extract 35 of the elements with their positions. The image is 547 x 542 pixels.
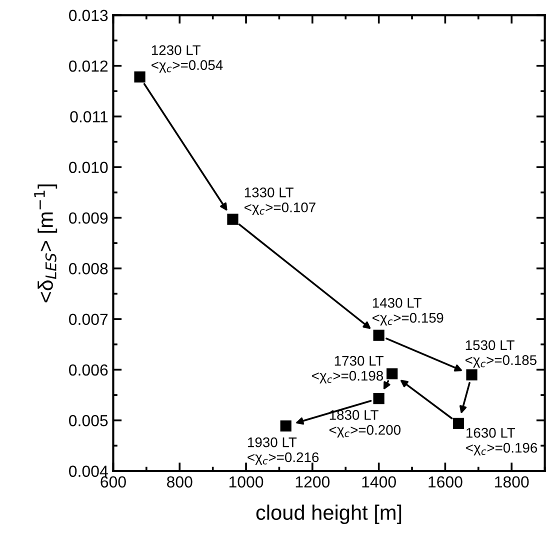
- x-tick-label: 800: [166, 476, 192, 488]
- x-tick-label: 1800: [495, 476, 529, 488]
- x-axis-title: cloud height [m]: [256, 504, 402, 524]
- y-tick-label: 0.006: [69, 364, 108, 376]
- point: [466, 369, 478, 380]
- annotation: 1530 LT <χ$_{c}$>=0.185: [466, 340, 536, 368]
- y-tick-label: 0.012: [69, 60, 108, 72]
- annotation: 1330 LT <χ$_{c}$>=0.107: [244, 188, 316, 216]
- y-tick-label: 0.010: [69, 162, 108, 174]
- annotation: 1730 LT <χ$_{c}$>=0.198: [312, 356, 384, 384]
- annotation: 1430 LT <χ$_{c}$>=0.159: [372, 298, 444, 326]
- y-tick-label: 0.008: [69, 263, 108, 274]
- point: [373, 393, 384, 404]
- annotation: 1630 LT <χ$_{c}$>=0.196: [466, 428, 538, 456]
- point: [134, 71, 146, 83]
- y-tick-label: 0.009: [69, 212, 108, 224]
- point: [227, 214, 238, 225]
- point: [386, 368, 398, 380]
- annotation: 1930 LT <χ$_{c}$>=0.216: [248, 437, 319, 465]
- annotation: 1830 LT <χ$_{c}$>=0.200: [330, 410, 401, 438]
- x-tick-label: 1400: [362, 476, 396, 488]
- y-tick-label: 0.013: [69, 10, 108, 22]
- annotation: 1230 LT <χ$_{c}$>=0.054: [152, 45, 223, 73]
- point: [280, 420, 292, 432]
- y-tick-label: 0.007: [69, 314, 108, 325]
- x-tick-label: 1600: [428, 476, 462, 488]
- y-tick-label: 0.011: [70, 111, 108, 122]
- y-axis-title: <δ$_{LES}$> [m$^{−1}$]: [34, 184, 58, 302]
- y-tick-label: 0.004: [69, 466, 108, 477]
- x-tick-label: 1200: [296, 476, 330, 488]
- point: [373, 330, 384, 341]
- x-tick-label: 600: [100, 476, 126, 488]
- point: [452, 418, 464, 429]
- y-tick-label: 0.005: [69, 414, 108, 426]
- x-tick-label: 1000: [229, 476, 264, 488]
